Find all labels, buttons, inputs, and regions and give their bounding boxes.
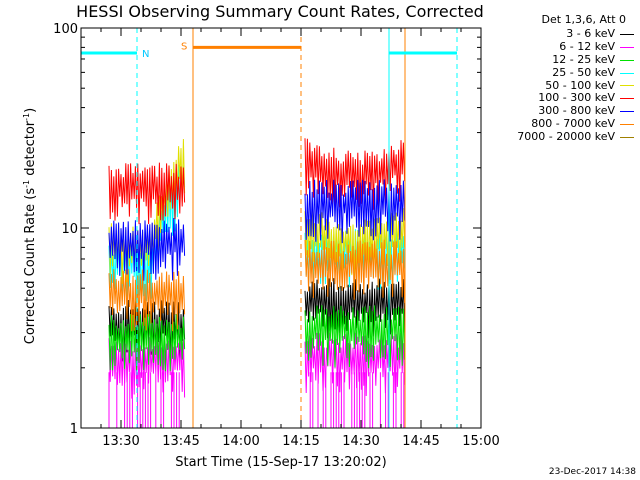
low-rate-spikes-1 bbox=[309, 372, 405, 428]
legend-entry-label: 100 - 300 keV bbox=[538, 91, 615, 105]
legend-swatch bbox=[620, 111, 634, 113]
legend-entry-label: 3 - 6 keV bbox=[566, 26, 615, 40]
legend-entry: 50 - 100 keV bbox=[484, 78, 634, 93]
y-tick-label: 10 bbox=[61, 222, 78, 237]
series-trace-5-1 bbox=[304, 138, 406, 210]
x-axis-label: Start Time (15-Sep-17 13:20:02) bbox=[175, 455, 387, 470]
series-trace-1-1 bbox=[304, 332, 406, 397]
series-trace-0-1 bbox=[304, 278, 406, 341]
legend-swatch bbox=[620, 72, 634, 74]
series-trace-2-0 bbox=[108, 313, 186, 372]
legend-swatch bbox=[620, 33, 634, 35]
legend: Det 1,3,6, Att 0 3 - 6 keV 6 - 12 keV 12 -… bbox=[484, 13, 634, 144]
legend-entry: 800 - 7000 keV bbox=[484, 117, 634, 131]
legend-entry-label: 7000 - 20000 keV bbox=[517, 130, 615, 144]
series-trace-2-1 bbox=[304, 305, 406, 369]
footer-timestamp: 23-Dec-2017 14:38 bbox=[548, 467, 636, 477]
legend-swatch bbox=[620, 59, 634, 61]
series-trace-6-0 bbox=[108, 217, 186, 281]
x-tick-label: 14:30 bbox=[342, 434, 379, 449]
legend-entry: 6 - 12 keV bbox=[484, 39, 634, 54]
legend-entry: 3 - 6 keV bbox=[484, 26, 634, 41]
series-trace-7-1 bbox=[304, 239, 406, 303]
x-tick-label: 13:30 bbox=[102, 434, 139, 449]
low-rate-spikes-0 bbox=[108, 372, 180, 428]
legend-swatch bbox=[620, 98, 634, 100]
legend-swatch bbox=[620, 137, 634, 139]
saa-flag-label: S bbox=[181, 41, 187, 52]
legend-entry: 25 - 50 keV bbox=[484, 65, 634, 80]
x-tick-label: 14:15 bbox=[282, 434, 319, 449]
x-tick-label: 14:45 bbox=[402, 434, 439, 449]
legend-entry: 7000 - 20000 keV bbox=[484, 130, 634, 144]
night-flag-label: N bbox=[142, 49, 149, 60]
series-trace-1-0 bbox=[108, 337, 186, 399]
y-tick-label: 1 bbox=[70, 422, 78, 437]
legend-swatch bbox=[620, 124, 634, 126]
legend-entry-label: 300 - 800 keV bbox=[538, 104, 615, 118]
x-tick-label: 15:00 bbox=[462, 434, 499, 449]
legend-entry-label: 800 - 7000 keV bbox=[531, 117, 615, 131]
legend-entry-label: 6 - 12 keV bbox=[559, 39, 615, 53]
series-trace-6-1 bbox=[304, 179, 406, 244]
legend-title: Det 1,3,6, Att 0 bbox=[541, 13, 626, 26]
series-trace-5-0 bbox=[108, 162, 186, 225]
legend-entry-label: 12 - 25 keV bbox=[552, 52, 615, 66]
legend-entry: 12 - 25 keV bbox=[484, 52, 634, 67]
legend-entry: 100 - 300 keV bbox=[484, 92, 634, 105]
legend-entry-label: 25 - 50 keV bbox=[552, 65, 615, 79]
chart-title: HESSI Observing Summary Count Rates, Cor… bbox=[76, 2, 484, 21]
legend-entry: 300 - 800 keV bbox=[484, 104, 634, 118]
legend-entry-label: 50 - 100 keV bbox=[545, 78, 615, 92]
x-tick-label: 14:00 bbox=[222, 434, 259, 449]
x-tick-label: 13:45 bbox=[162, 434, 199, 449]
legend-swatch bbox=[620, 85, 634, 87]
series-trace-7-0 bbox=[108, 269, 186, 332]
y-tick-label: 100 bbox=[53, 22, 78, 37]
legend-swatch bbox=[620, 46, 634, 48]
